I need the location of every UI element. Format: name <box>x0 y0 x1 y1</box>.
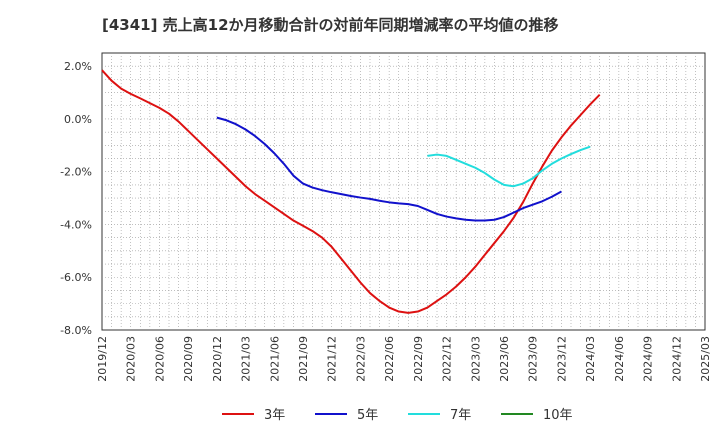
x-tick-label: 2022/06 <box>383 336 396 382</box>
x-tick-label: 2023/06 <box>498 336 511 382</box>
legend-label: 3年 <box>264 408 285 423</box>
x-tick-label: 2021/06 <box>268 336 281 382</box>
x-tick-label: 2024/12 <box>670 336 683 382</box>
x-tick-label: 2022/03 <box>354 336 367 382</box>
x-tick-label: 2022/12 <box>441 336 454 382</box>
plot-area <box>101 52 706 331</box>
series-line-1 <box>101 69 601 314</box>
x-tick-label: 2022/09 <box>412 336 425 382</box>
y-tick-label: 0.0% <box>64 113 92 126</box>
y-tick-label: -2.0% <box>60 166 92 179</box>
legend-label: 5年 <box>357 408 378 423</box>
x-tick-label: 2024/03 <box>584 336 597 382</box>
x-tick-label: 2021/03 <box>240 336 253 382</box>
chart-title: [4341] 売上高12か月移動合計の対前年同期増減率の平均値の推移 <box>102 16 559 34</box>
x-tick-label: 2020/12 <box>211 336 224 382</box>
x-tick-label: 2020/03 <box>125 336 138 382</box>
series-lines <box>101 69 601 314</box>
y-axis: 2.0% 0.0% -2.0% -4.0% -6.0% -8.0% <box>60 60 92 337</box>
x-tick-label: 2024/09 <box>642 336 655 382</box>
series-line-2 <box>216 116 562 222</box>
x-axis: 2019/12 2020/03 2020/06 2020/09 2020/12 2021/… <box>96 336 712 382</box>
x-tick-label: 2023/09 <box>527 336 540 382</box>
x-tick-label: 2025/03 <box>699 336 712 382</box>
x-tick-label: 2023/03 <box>469 336 482 382</box>
x-tick-label: 2021/09 <box>297 336 310 382</box>
x-tick-label: 2020/09 <box>182 336 195 382</box>
legend: 3年 5年 7年 10年 <box>222 408 573 423</box>
x-tick-label: 2023/12 <box>555 336 568 382</box>
y-tick-label: -8.0% <box>60 324 92 337</box>
y-tick-label: -6.0% <box>60 271 92 284</box>
x-tick-label: 2024/06 <box>613 336 626 382</box>
y-tick-label: -4.0% <box>60 218 92 231</box>
x-tick-label: 2020/06 <box>153 336 166 382</box>
grid <box>102 53 705 330</box>
legend-label: 10年 <box>543 408 573 423</box>
y-tick-label: 2.0% <box>64 60 92 73</box>
series-line-3 <box>427 145 591 188</box>
legend-label: 7年 <box>450 408 471 423</box>
x-tick-label: 2019/12 <box>96 336 109 382</box>
x-tick-label: 2021/12 <box>326 336 339 382</box>
